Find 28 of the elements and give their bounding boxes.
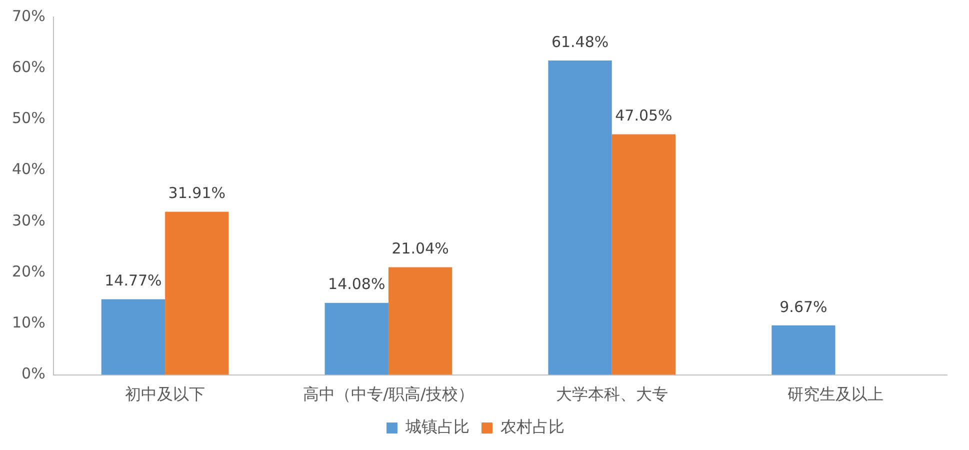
y-tick-label: 30%: [12, 211, 46, 230]
x-tick-label: 大学本科、大专: [556, 384, 668, 404]
legend-label: 农村占比: [500, 417, 564, 436]
data-label: 47.05%: [615, 106, 672, 125]
data-label: 9.67%: [780, 298, 828, 316]
legend-label: 城镇占比: [404, 417, 470, 436]
data-label: 61.48%: [551, 32, 609, 51]
y-tick-label: 10%: [12, 314, 46, 332]
x-tick-label: 高中（中专/职高/技校）: [303, 384, 474, 404]
bar: [772, 325, 836, 375]
y-tick-label: 0%: [22, 364, 46, 383]
bar: [612, 134, 676, 375]
data-label: 31.91%: [168, 184, 226, 202]
bar: [388, 267, 452, 375]
y-tick-label: 70%: [12, 6, 46, 25]
data-label: 21.04%: [392, 240, 449, 258]
y-tick-label: 40%: [12, 160, 46, 178]
y-tick-label: 20%: [12, 262, 46, 280]
bar: [165, 212, 229, 375]
bar: [548, 60, 612, 375]
data-label: 14.77%: [104, 272, 162, 290]
x-tick-label: 初中及以下: [125, 384, 206, 404]
x-tick-label: 研究生及以上: [787, 384, 884, 404]
data-label: 14.08%: [328, 275, 386, 294]
y-tick-label: 60%: [12, 58, 46, 76]
y-tick-label: 50%: [12, 109, 46, 128]
bar: [101, 299, 166, 375]
bar: [324, 302, 388, 375]
